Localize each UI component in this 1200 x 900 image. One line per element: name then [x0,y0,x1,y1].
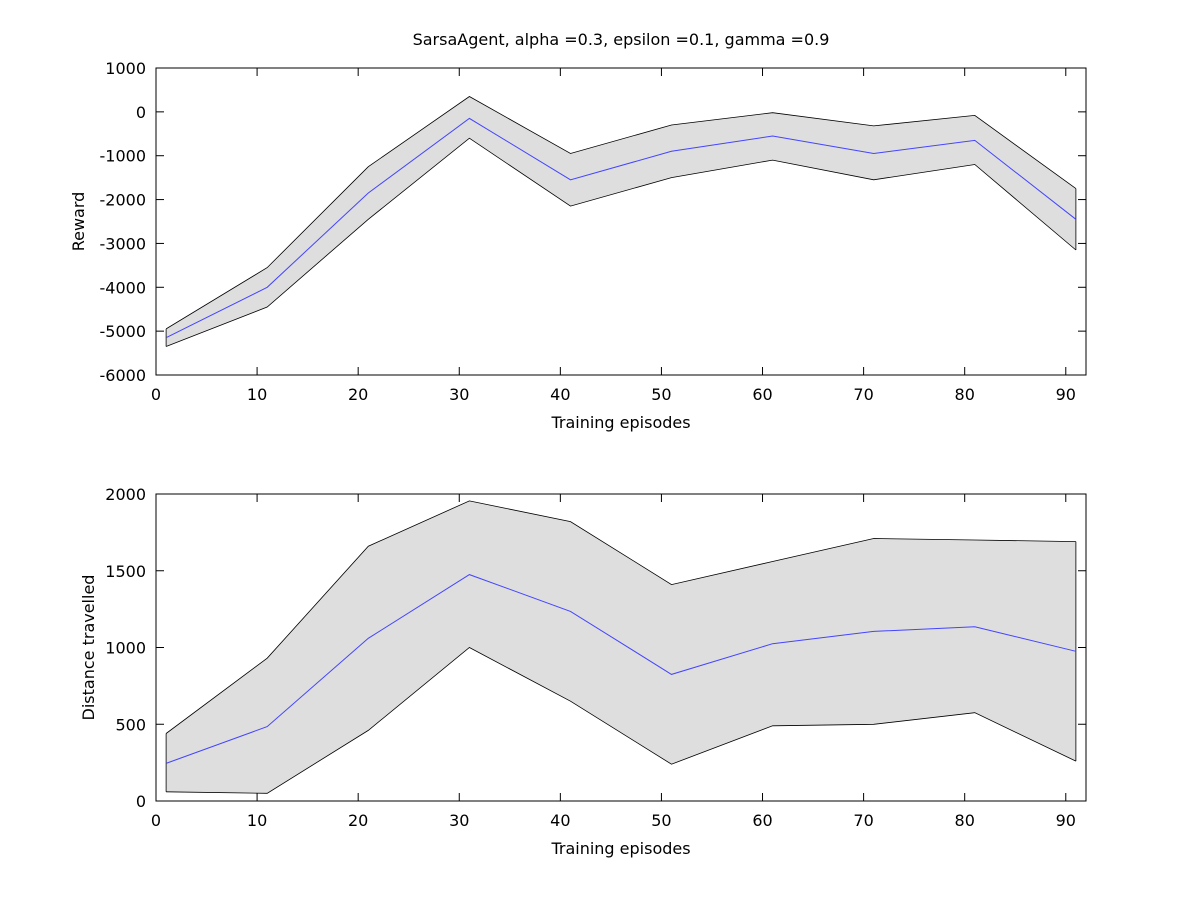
distance-y-tick-label: 1500 [105,562,146,581]
distance-y-tick-label: 1000 [105,639,146,658]
reward-x-tick-label: 30 [449,385,469,404]
reward-upper-bound-line [165,96,1077,330]
reward-x-tick-label: 50 [651,385,671,404]
distance-x-tick-label: 10 [247,811,267,830]
distance-lower-bound-line [166,647,1077,794]
reward-y-tick-label: -3000 [100,234,147,253]
reward-plot-frame [155,67,1087,376]
reward-x-tick-label: 20 [348,385,368,404]
reward-x-tick-label: 80 [955,385,975,404]
distance-y-tick-label: 0 [136,792,146,811]
distance-upper-bound-line [165,500,1076,734]
distance-x-tick-label: 40 [550,811,570,830]
reward-y-tick-label: -4000 [100,278,147,297]
reward-mean-line [165,117,1077,339]
distance-y-axis-title: Distance travelled [79,575,98,721]
reward-y-axis-title: Reward [69,192,88,252]
reward-band-area [166,96,1076,347]
reward-x-tick-label: 40 [550,385,570,404]
reward-x-tick-label: 70 [853,385,873,404]
distance-y-tick-label: 2000 [105,485,146,504]
reward-x-tick-label: 10 [247,385,267,404]
reward-x-tick-label: 0 [151,385,161,404]
distance-x-tick-label: 60 [752,811,772,830]
distance-band-area [166,500,1076,794]
reward-y-tick-label: -1000 [100,147,147,166]
reward-y-tick-label: -5000 [100,322,147,341]
reward-x-axis-title: Training episodes [550,413,690,432]
distance-chart: 0 10 20 30 40 50 60 70 80 90 0 500 1000 1500 2000 Train… [79,485,1087,858]
distance-x-tick-label: 20 [348,811,368,830]
distance-x-tick-label: 50 [651,811,671,830]
reward-y-tick-label: 0 [136,103,146,122]
figure-title: SarsaAgent, alpha =0.3, epsilon =0.1, ga… [413,30,830,49]
distance-mean-line [165,574,1077,764]
reward-x-tick-label: 60 [752,385,772,404]
reward-chart: 0 10 20 30 40 50 60 70 80 90 -6000 -5000 -4000 -3000 -… [69,59,1087,432]
distance-x-tick-label: 90 [1056,811,1076,830]
reward-lower-bound-line [165,137,1077,347]
distance-x-tick-label: 30 [449,811,469,830]
distance-x-tick-label: 80 [955,811,975,830]
distance-x-tick-label: 0 [151,811,161,830]
reward-y-tick-label: -2000 [100,191,147,210]
distance-x-axis-title: Training episodes [550,839,690,858]
distance-x-tick-label: 70 [853,811,873,830]
reward-y-tick-label: -6000 [100,366,147,385]
reward-y-tick-label: 1000 [105,59,146,78]
distance-y-tick-label: 500 [115,715,146,734]
reward-x-tick-label: 90 [1056,385,1076,404]
